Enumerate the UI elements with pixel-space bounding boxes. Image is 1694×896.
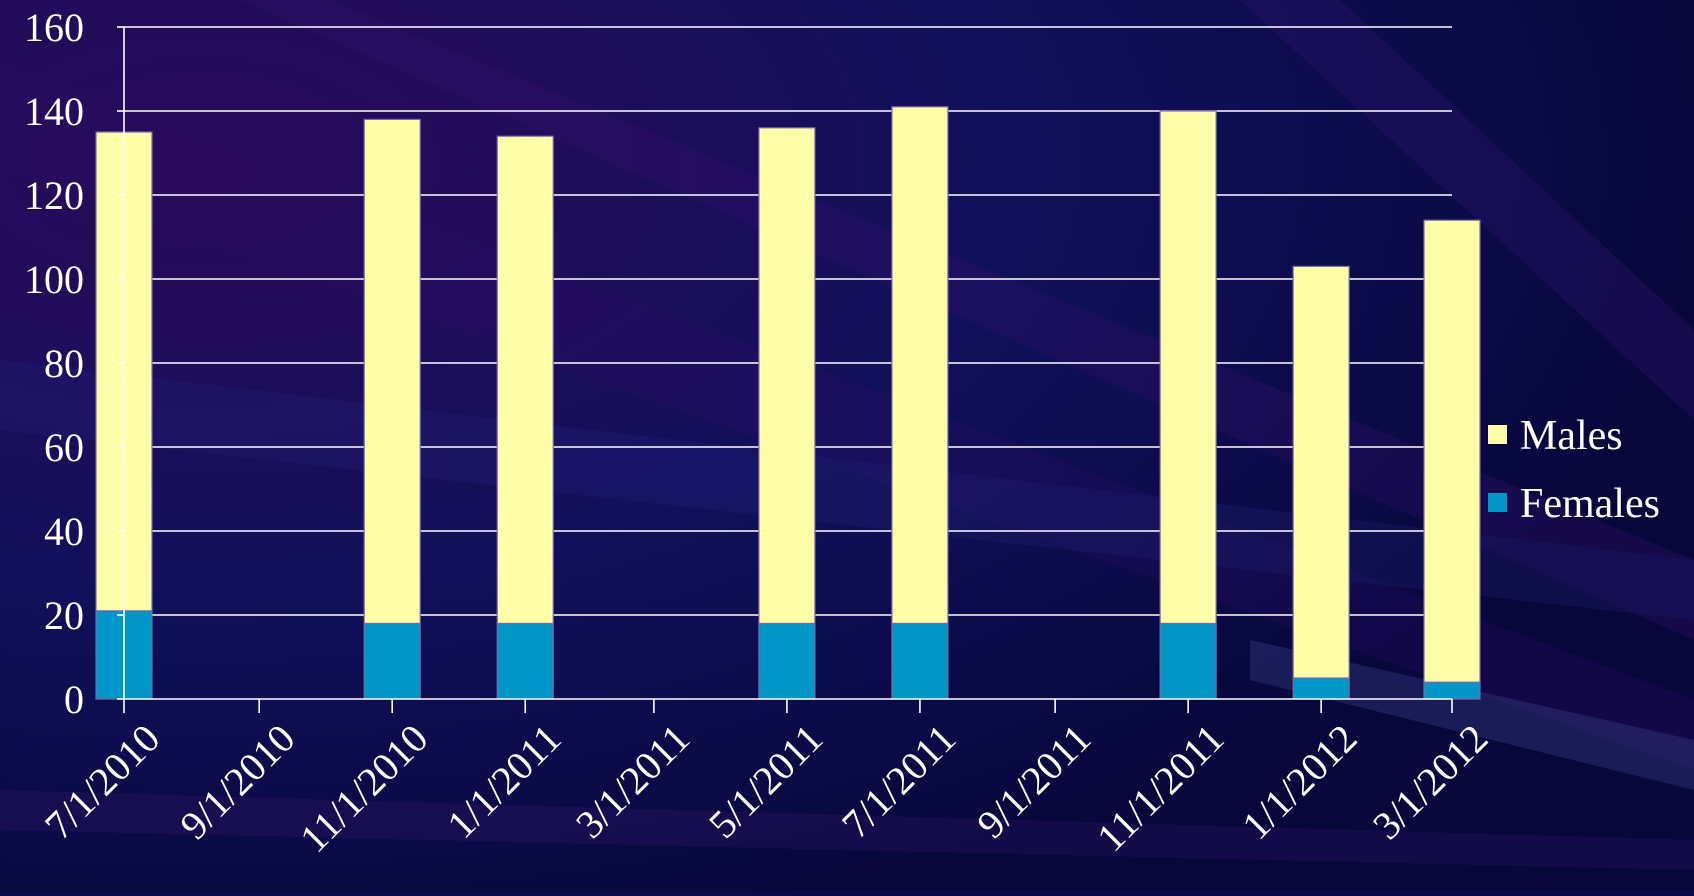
y-tick-label: 40 — [44, 509, 84, 554]
y-tick-label: 160 — [24, 5, 84, 50]
bar-males-1-1-2011 — [496, 135, 554, 625]
legend: Males Females — [1488, 413, 1660, 527]
legend-label-males: Males — [1520, 413, 1623, 459]
bar-females-5-1-2011 — [758, 622, 816, 700]
y-tick-label: 60 — [44, 425, 84, 470]
legend-label-females: Females — [1520, 481, 1660, 527]
bar-females-11-1-2010 — [363, 622, 421, 700]
bar-females-7-1-2011 — [891, 622, 949, 700]
y-axis-tick-labels: 0 20 40 60 80 100 120 140 160 — [24, 5, 84, 722]
y-tick-label: 0 — [64, 677, 84, 722]
bar-females-11-1-2011 — [1159, 622, 1217, 700]
bar-males-11-1-2010 — [363, 118, 421, 625]
legend-swatch-females — [1488, 493, 1507, 512]
bar-females-1-1-2011 — [496, 622, 554, 700]
y-tick-label: 80 — [44, 341, 84, 386]
y-tick-label: 120 — [24, 173, 84, 218]
bar-males-3-1-2012 — [1423, 219, 1481, 683]
bar-females-1-1-2012 — [1292, 677, 1350, 700]
axes — [117, 26, 1453, 713]
bar-males-5-1-2011 — [758, 127, 816, 625]
legend-swatch-males — [1488, 425, 1507, 444]
bar-males-11-1-2011 — [1159, 110, 1217, 625]
bar-males-1-1-2012 — [1292, 265, 1350, 679]
y-tick-label: 140 — [24, 89, 84, 134]
bar-females-3-1-2012 — [1423, 681, 1481, 700]
y-tick-label: 100 — [24, 257, 84, 302]
y-tick-label: 20 — [44, 593, 84, 638]
bar-males-7-1-2011 — [891, 106, 949, 624]
